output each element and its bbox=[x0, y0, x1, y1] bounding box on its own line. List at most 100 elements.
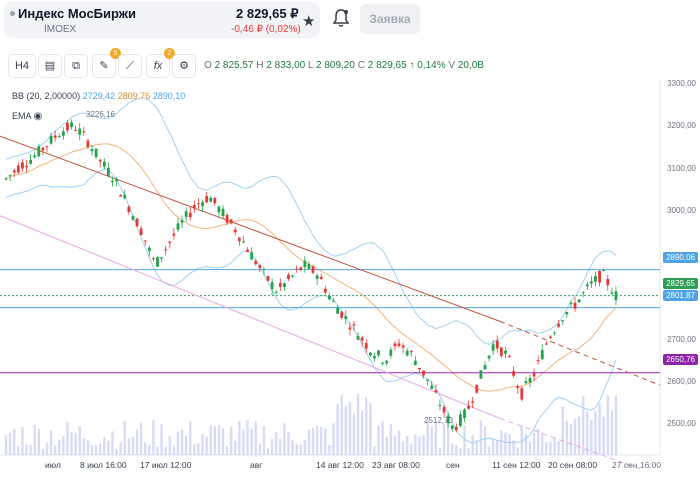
bb-upper-line bbox=[5, 97, 617, 345]
chart-type-icon[interactable]: ▤ bbox=[38, 54, 62, 78]
settings-sliders-icon[interactable]: ⚙ bbox=[172, 54, 196, 78]
indicators-icon[interactable]: fx 2 bbox=[146, 48, 175, 78]
candle-body bbox=[197, 203, 200, 205]
timeframe-selector[interactable]: H4 bbox=[8, 54, 36, 78]
candle-body bbox=[512, 371, 516, 376]
volume-bar bbox=[573, 418, 577, 455]
volume-bar bbox=[168, 436, 171, 455]
candle-body bbox=[573, 302, 577, 309]
ticker-name: Индекс МосБиржи bbox=[18, 6, 136, 21]
volume-bar bbox=[487, 446, 491, 455]
trendline-icon[interactable]: ⟋ bbox=[118, 54, 142, 78]
candle-body bbox=[172, 233, 176, 236]
volume-bar bbox=[536, 428, 540, 455]
candle-body bbox=[368, 352, 372, 356]
candle-body bbox=[549, 336, 552, 339]
candle-body bbox=[139, 228, 143, 235]
volume-bar bbox=[258, 443, 262, 455]
volume-bar bbox=[430, 426, 433, 455]
candle-body bbox=[237, 237, 241, 242]
candle-body bbox=[184, 211, 188, 217]
candle-body bbox=[74, 130, 78, 132]
x-tick-label: 17 июл 12:00 bbox=[140, 460, 192, 470]
candle-body bbox=[49, 135, 53, 144]
candle-body bbox=[274, 291, 278, 293]
candle-body bbox=[106, 167, 110, 176]
candle-body bbox=[356, 336, 360, 340]
volume-bar bbox=[119, 442, 122, 455]
volume-bar bbox=[250, 428, 253, 455]
candle-body bbox=[61, 131, 65, 136]
volume-bar bbox=[74, 433, 77, 455]
price-change: -0,46 ₽ (0,02%) bbox=[231, 24, 301, 35]
candle-body bbox=[504, 350, 507, 354]
candle-body bbox=[442, 406, 446, 413]
volume-bar bbox=[29, 444, 32, 455]
candle-body bbox=[463, 409, 466, 419]
candle-body bbox=[188, 212, 192, 218]
favorite-star-icon[interactable]: ★ bbox=[302, 13, 316, 30]
volume-bar bbox=[135, 429, 139, 455]
candle-body bbox=[57, 136, 61, 138]
support-level-tag: 2650,76 bbox=[663, 354, 698, 365]
y-tick-label: 3000,00 bbox=[667, 206, 696, 215]
candle-body bbox=[291, 275, 294, 277]
volume-bar bbox=[127, 438, 131, 455]
candle-body bbox=[352, 324, 356, 326]
candle-body bbox=[278, 283, 282, 287]
volume-bar bbox=[311, 427, 315, 455]
volume-bar bbox=[148, 444, 151, 455]
volume-bar bbox=[238, 421, 241, 455]
price-chart[interactable] bbox=[0, 80, 700, 479]
header: Индекс МосБиржи IMOEX 2 829,65 ₽ -0,46 ₽… bbox=[0, 0, 700, 42]
volume-bar bbox=[471, 434, 474, 455]
candle-body bbox=[258, 265, 262, 269]
volume-bar bbox=[139, 422, 143, 455]
candle-body bbox=[430, 385, 434, 389]
candle-body bbox=[21, 162, 24, 169]
eye-icon[interactable]: ◉ bbox=[33, 111, 43, 122]
ticker-selector[interactable]: Индекс МосБиржи IMOEX 2 829,65 ₽ -0,46 ₽… bbox=[4, 2, 320, 38]
candle-body bbox=[544, 343, 548, 345]
candle-body bbox=[25, 165, 28, 168]
volume-bar bbox=[414, 434, 417, 455]
candle-body bbox=[229, 219, 233, 224]
candle-body bbox=[213, 197, 217, 204]
ohlc-readout: O 2 825,57 H 2 833,00 L 2 809,20 C 2 829… bbox=[204, 60, 484, 71]
order-button[interactable]: Заявка bbox=[360, 4, 420, 34]
volume-bar bbox=[172, 445, 176, 455]
volume-bar bbox=[279, 438, 282, 455]
candle-body bbox=[487, 355, 491, 359]
candle-body bbox=[479, 370, 483, 379]
candle-body bbox=[250, 252, 254, 260]
candle-body bbox=[8, 175, 12, 177]
candle-body bbox=[94, 148, 98, 158]
candle-body bbox=[422, 370, 425, 376]
alert-bell-icon[interactable] bbox=[332, 8, 350, 28]
volume-bar bbox=[442, 424, 446, 455]
drawing-tools-icon[interactable]: ✎ 5 bbox=[92, 48, 121, 78]
bb-legend[interactable]: BB (20, 2,00000) 2729,42 2809,76 2890,10 bbox=[12, 91, 186, 101]
candle-body bbox=[389, 349, 393, 356]
volume-bar bbox=[229, 427, 233, 455]
volume-bar bbox=[483, 426, 487, 455]
volume-bar bbox=[614, 395, 618, 455]
ema-legend[interactable]: EMA ◉ bbox=[12, 111, 43, 122]
candle-body bbox=[561, 320, 565, 322]
volume-bar bbox=[610, 410, 614, 455]
candle-body bbox=[409, 351, 413, 353]
candle-body bbox=[201, 202, 204, 207]
compare-icon[interactable]: ⧉ bbox=[64, 54, 88, 78]
bb-lower-tag: 2801,87 bbox=[663, 290, 698, 301]
volume-bar bbox=[103, 437, 106, 455]
candle-body bbox=[553, 332, 556, 334]
volume-bar bbox=[598, 403, 601, 455]
volume-bar bbox=[545, 441, 548, 455]
candle-body bbox=[483, 365, 487, 370]
volume-bar bbox=[340, 395, 343, 455]
candle-body bbox=[508, 355, 511, 357]
y-tick-label: 3200,00 bbox=[667, 121, 696, 130]
candle-body bbox=[606, 279, 610, 286]
volume-bar bbox=[356, 393, 360, 455]
candle-body bbox=[540, 350, 544, 360]
